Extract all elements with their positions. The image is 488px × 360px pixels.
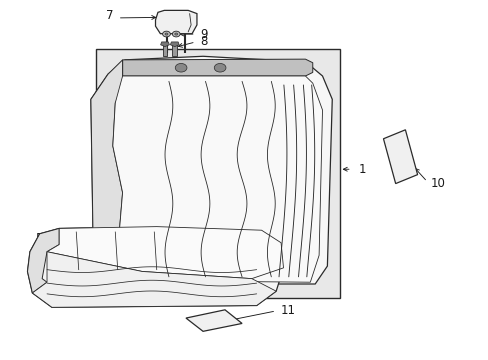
Text: 8: 8 (200, 35, 207, 49)
Text: 9: 9 (200, 28, 208, 41)
Circle shape (162, 31, 170, 37)
Polygon shape (170, 42, 179, 46)
Text: 5: 5 (35, 232, 42, 245)
Text: 6: 6 (97, 276, 104, 289)
Bar (162, 42, 167, 55)
Text: 3: 3 (251, 245, 259, 258)
Polygon shape (122, 59, 312, 76)
Polygon shape (47, 226, 283, 279)
Polygon shape (185, 310, 242, 331)
Polygon shape (383, 130, 417, 184)
Polygon shape (113, 76, 322, 282)
Circle shape (174, 33, 177, 35)
Circle shape (172, 31, 180, 37)
Polygon shape (96, 49, 339, 298)
Text: 4: 4 (112, 207, 120, 220)
Circle shape (175, 63, 186, 72)
Text: 2: 2 (112, 161, 120, 174)
Circle shape (164, 33, 167, 35)
Text: 10: 10 (430, 177, 445, 190)
Text: 1: 1 (358, 163, 366, 176)
Bar (172, 42, 177, 55)
Polygon shape (27, 226, 283, 307)
Polygon shape (155, 10, 197, 34)
Polygon shape (32, 252, 276, 307)
Polygon shape (91, 56, 331, 284)
Circle shape (214, 63, 225, 72)
Polygon shape (160, 42, 169, 46)
Text: 7: 7 (106, 9, 114, 22)
Polygon shape (27, 228, 59, 293)
Text: 11: 11 (281, 305, 295, 318)
Polygon shape (91, 60, 122, 284)
